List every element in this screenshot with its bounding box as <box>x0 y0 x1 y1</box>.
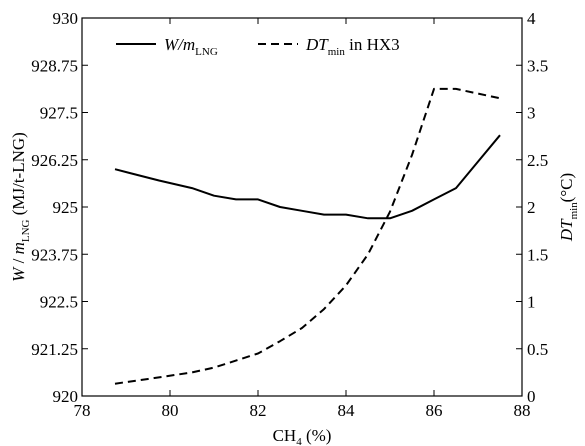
legend-label-dt: DTmin in HX3 <box>305 35 400 58</box>
y-right-tick-label: 3 <box>527 104 536 123</box>
x-tick-label: 86 <box>426 401 443 420</box>
y-left-tick-label: 930 <box>53 9 79 28</box>
axis-ticks <box>82 18 522 396</box>
x-tick-label: 82 <box>250 401 267 420</box>
y-left-tick-label: 923.75 <box>31 245 78 264</box>
y-left-tick-label: 921.25 <box>31 340 78 359</box>
y-right-axis-title: DTmin(°C) <box>557 173 580 242</box>
legend-label-w: W/mLNG <box>164 35 218 58</box>
y-right-tick-label: 1 <box>527 293 536 312</box>
y-right-tick-label: 4 <box>527 9 536 28</box>
x-tick-label: 84 <box>338 401 356 420</box>
y-left-tick-label: 922.5 <box>40 293 78 312</box>
tick-labels: 78 80 82 84 86 88920921.25922.5923.75925926.2… <box>31 9 548 420</box>
x-axis-title: CH4 (%) <box>273 426 332 446</box>
y-left-tick-label: 925 <box>53 198 79 217</box>
y-left-tick-label: 928.75 <box>31 56 78 75</box>
plot-frame <box>82 18 522 396</box>
y-right-tick-label: 2 <box>527 198 536 217</box>
series-line-w-per-m-lng <box>115 135 500 218</box>
y-left-tick-label: 926.25 <box>31 151 78 170</box>
y-right-tick-label: 0.5 <box>527 340 548 359</box>
y-right-tick-label: 1.5 <box>527 245 548 264</box>
series-line-dt-min <box>115 89 500 384</box>
y-left-axis-title: W / mLNG (MJ/t-LNG) <box>9 132 32 282</box>
legend: W/mLNG DTmin in HX3 <box>116 35 400 58</box>
y-right-tick-label: 2.5 <box>527 151 548 170</box>
y-left-tick-label: 927.5 <box>40 104 78 123</box>
series-layer <box>115 89 500 384</box>
x-tick-label: 80 <box>162 401 179 420</box>
y-right-tick-label: 0 <box>527 387 536 406</box>
y-left-tick-label: 920 <box>53 387 79 406</box>
y-right-tick-label: 3.5 <box>527 56 548 75</box>
